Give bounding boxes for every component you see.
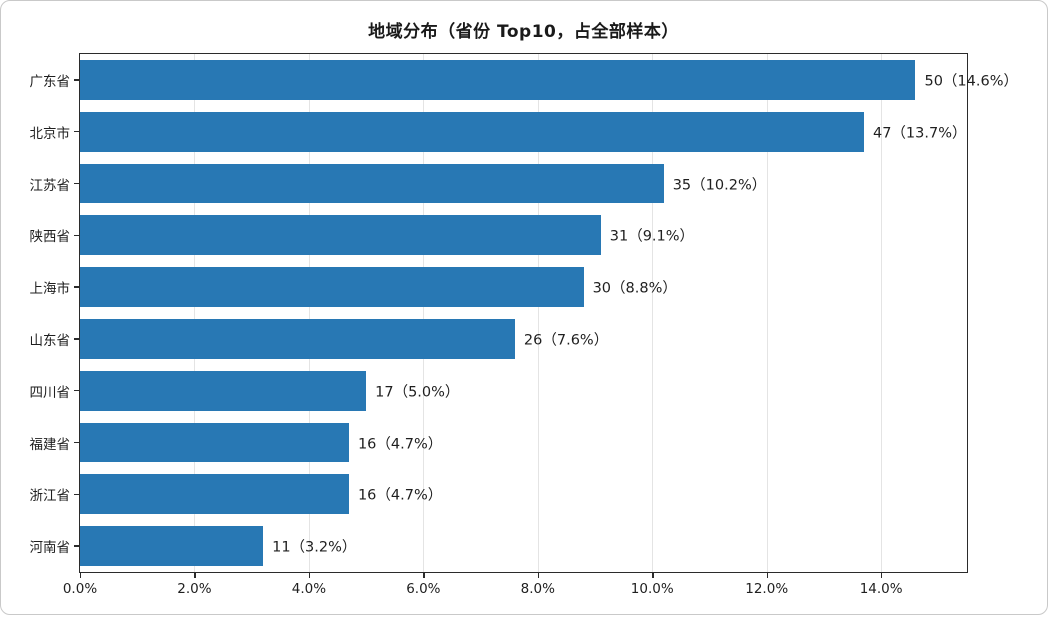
y-tick-mark (74, 79, 80, 81)
bar-9 (80, 474, 349, 515)
x-tick-label: 0.0% (62, 581, 98, 597)
y-tick-mark (74, 234, 80, 236)
gridline (766, 54, 768, 572)
x-tick-mark (652, 572, 654, 578)
x-tick-label: 14.0% (859, 581, 903, 597)
x-tick-mark (537, 572, 540, 578)
y-tick-label: 河南省 (29, 540, 71, 557)
x-tick-label: 10.0% (630, 581, 674, 597)
x-tick-mark (881, 572, 883, 578)
x-tick-mark (423, 572, 425, 578)
bar-value-label: 31（9.1%） (609, 228, 695, 245)
bar-value-label: 47（13.7%） (872, 125, 967, 142)
gridline (194, 54, 196, 572)
bar-10 (80, 526, 264, 567)
bar-6 (80, 318, 515, 359)
y-tick-label: 四川省 (29, 384, 71, 401)
y-tick-mark (74, 131, 80, 133)
y-tick-label: 广东省 (29, 73, 71, 90)
gridline (881, 54, 883, 572)
x-tick-mark (80, 572, 82, 578)
plot-area: 0.0% 2.0% 4.0% 6.0% 8.0% 10.0% 12.0% 14.0% 广东省 50… (30, 53, 1018, 597)
bar-7 (80, 370, 367, 411)
y-tick-label: 浙江省 (29, 488, 71, 505)
y-tick-mark (74, 182, 80, 185)
x-tick-mark (308, 572, 311, 578)
chart-title: 地域分布（省份 Top10，占全部样本） (368, 22, 679, 42)
y-tick-label: 江苏省 (29, 177, 71, 194)
y-tick-mark (74, 390, 80, 392)
bar-5 (80, 267, 584, 308)
x-tick-label: 4.0% (291, 581, 327, 597)
y-tick-mark (74, 545, 80, 547)
y-tick-label: 福建省 (29, 436, 71, 453)
bar-1 (80, 59, 916, 100)
bar-value-label: 17（5.0%） (375, 384, 460, 401)
gridline (308, 54, 310, 572)
x-tick-label: 8.0% (520, 581, 555, 597)
y-tick-label: 山东省 (29, 332, 71, 349)
x-tick-mark (194, 572, 196, 578)
gridline (423, 54, 425, 572)
bar-value-label: 26（7.6%） (523, 332, 609, 349)
y-tick-mark (74, 441, 80, 444)
y-tick-label: 上海市 (29, 281, 71, 298)
y-tick-mark (74, 338, 80, 340)
x-tick-label: 12.0% (745, 581, 789, 597)
y-tick-mark (74, 493, 80, 495)
bar-value-label: 50（14.6%） (924, 73, 1018, 90)
bar-value-label: 11（3.2%） (272, 539, 357, 556)
y-tick-label: 北京市 (29, 125, 71, 142)
x-tick-mark (766, 572, 768, 578)
gridline (537, 54, 539, 572)
bar-value-label: 35（10.2%） (672, 177, 767, 193)
bar-value-label: 30（8.8%） (592, 280, 677, 297)
bar-8 (80, 422, 349, 463)
bar-4 (80, 215, 601, 256)
x-tick-label: 6.0% (406, 581, 441, 597)
bar-value-label: 16（4.7%） (357, 436, 443, 452)
y-tick-label: 陕西省 (29, 229, 71, 246)
bar-value-label: 16（4.7%） (357, 487, 443, 504)
y-tick-mark (74, 286, 80, 288)
x-tick-label: 2.0% (177, 581, 212, 597)
bar-3 (80, 163, 664, 204)
bar-2 (80, 111, 864, 152)
gridline (652, 54, 654, 572)
